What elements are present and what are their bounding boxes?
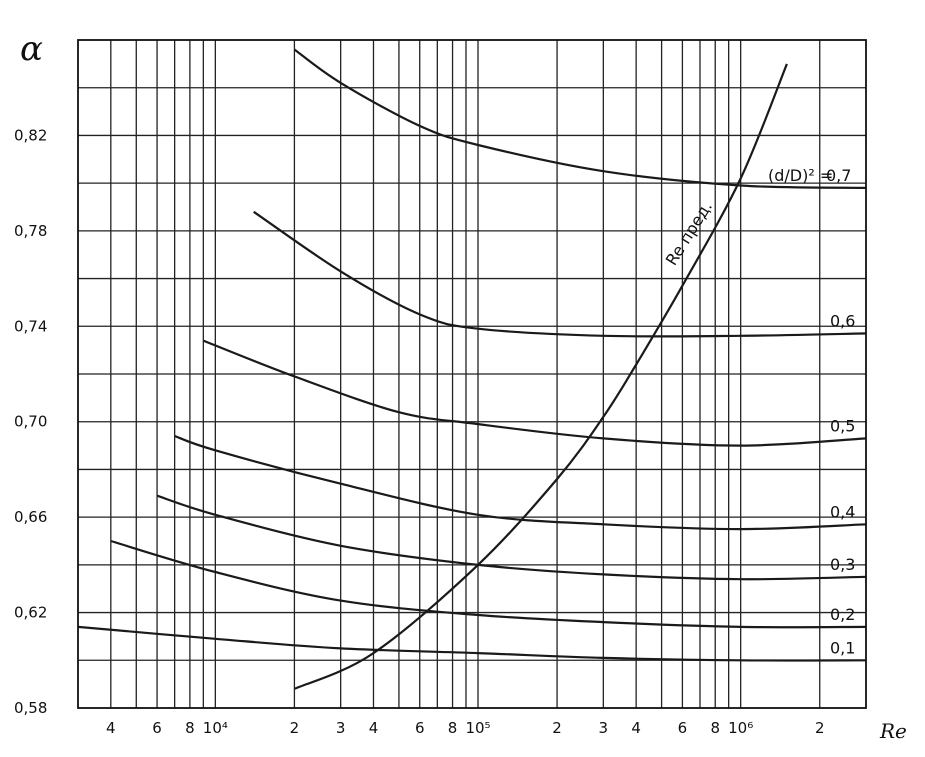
x-tick-label: 10⁶ xyxy=(728,719,753,737)
series-curve-0-4 xyxy=(174,434,867,531)
grid xyxy=(78,40,866,708)
plot-frame xyxy=(77,39,867,709)
y-tick-label: 0,62 xyxy=(14,604,47,622)
x-tick-label: 6 xyxy=(678,719,688,737)
labels: 0,1 0,2 0,3 0,4 0,5 0,6 0,7 Re пред. (d/D)² = 0,5… xyxy=(14,29,907,743)
series-label: 0,2 xyxy=(830,605,855,624)
series-curve-0-7 xyxy=(293,48,867,189)
parameter-prefix: (d/D)² = xyxy=(768,166,833,185)
series-curve-0-1 xyxy=(77,625,867,662)
x-tick-label: 4 xyxy=(369,719,379,737)
y-tick-label: 0,70 xyxy=(14,413,47,431)
series-label: 0,6 xyxy=(830,311,855,330)
x-tick-label: 10⁵ xyxy=(465,719,490,737)
y-axis-label: α xyxy=(20,29,43,69)
x-tick-label: 6 xyxy=(152,719,162,737)
series-label: 0,5 xyxy=(830,416,855,435)
series-label: 0,3 xyxy=(830,555,855,574)
series-curve-0-3 xyxy=(156,494,867,581)
y-tick-label: 0,82 xyxy=(14,126,47,144)
x-tick-label: 3 xyxy=(599,719,609,737)
x-tick-label: 2 xyxy=(552,719,562,737)
series-label: 0,1 xyxy=(830,638,855,657)
y-tick-label: 0,66 xyxy=(14,508,47,526)
x-tick-label: 8 xyxy=(448,719,458,737)
boundary-curve-group xyxy=(293,63,788,690)
series-curve-0-2 xyxy=(110,539,867,629)
x-tick-label: 8 xyxy=(185,719,195,737)
y-tick-label: 0,58 xyxy=(14,699,47,717)
x-tick-label: 4 xyxy=(631,719,641,737)
series-curve-0-5 xyxy=(202,339,867,447)
series-label: 0,4 xyxy=(830,502,855,521)
x-tick-label: 10⁴ xyxy=(203,719,228,737)
y-tick-label: 0,74 xyxy=(14,317,47,335)
x-axis-label: Re xyxy=(879,719,907,743)
x-tick-label: 3 xyxy=(336,719,346,737)
series-label: 0,7 xyxy=(826,166,851,185)
x-tick-label: 2 xyxy=(290,719,300,737)
boundary-curve xyxy=(293,63,788,690)
x-tick-label: 4 xyxy=(106,719,116,737)
curves xyxy=(77,48,867,662)
x-tick-label: 8 xyxy=(710,719,720,737)
y-tick-label: 0,78 xyxy=(14,222,47,240)
x-tick-label: 2 xyxy=(815,719,825,737)
x-tick-label: 6 xyxy=(415,719,425,737)
boundary-label: Re пред. xyxy=(662,198,716,269)
series-curve-0-6 xyxy=(253,210,867,338)
